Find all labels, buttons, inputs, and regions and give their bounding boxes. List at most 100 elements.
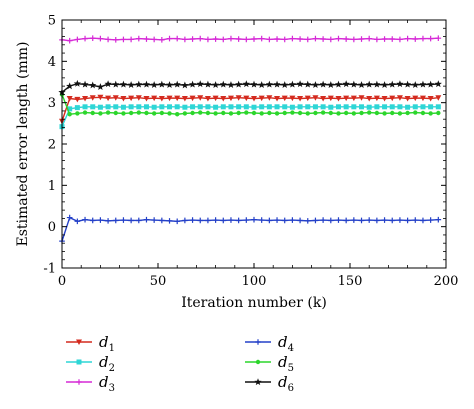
data-point-d6 <box>142 80 151 88</box>
data-point-d3 <box>105 36 111 43</box>
data-point-d1 <box>74 96 81 103</box>
data-point-d1 <box>235 95 242 101</box>
data-point-d5 <box>228 111 234 116</box>
data-point-d4 <box>143 216 150 223</box>
data-point-d3 <box>174 35 180 42</box>
data-point-d1 <box>435 95 442 101</box>
data-point-d2 <box>259 104 265 110</box>
data-point-d5 <box>198 110 203 115</box>
data-point-d2 <box>174 104 180 110</box>
data-point-d1 <box>227 95 234 102</box>
data-point-d3 <box>312 35 319 42</box>
data-point-d4 <box>166 218 173 224</box>
data-point-d1 <box>389 95 396 102</box>
data-point-d4 <box>420 217 426 224</box>
data-point-d2 <box>405 104 411 110</box>
data-point-d2 <box>236 104 242 110</box>
data-point-d1 <box>289 95 296 102</box>
legend-subscript-d5: 5 <box>288 363 294 374</box>
data-point-d5 <box>343 110 349 116</box>
series-line-d2 <box>61 106 439 127</box>
y-tick-label: 0 <box>48 220 56 235</box>
legend-label-d1: d1 <box>99 333 115 354</box>
data-point-d3 <box>374 36 380 43</box>
data-point-d5 <box>213 111 218 116</box>
data-point-d1 <box>404 96 411 102</box>
data-point-d1 <box>304 95 311 102</box>
data-point-d2 <box>420 104 426 110</box>
data-point-d1 <box>158 96 165 102</box>
data-point-d5 <box>98 111 103 116</box>
data-point-d2 <box>205 104 211 110</box>
data-point-d3 <box>320 36 326 42</box>
data-point-d5 <box>305 111 310 116</box>
data-point-d1 <box>266 95 273 101</box>
data-point-d3 <box>220 36 227 43</box>
data-point-d2 <box>243 104 249 110</box>
data-point-d5 <box>167 111 172 116</box>
data-point-d3 <box>120 36 127 43</box>
data-point-d3 <box>351 36 357 43</box>
data-point-d4 <box>412 217 419 223</box>
data-point-d4 <box>97 217 104 223</box>
data-point-d1 <box>412 95 419 102</box>
data-point-d5 <box>236 110 241 116</box>
data-point-d6 <box>281 81 289 88</box>
data-point-d6 <box>304 80 312 88</box>
data-point-d4 <box>258 217 265 223</box>
data-point-d4 <box>159 217 165 224</box>
data-point-d4 <box>151 217 157 223</box>
legend-entry-d6: d6 <box>245 373 294 394</box>
data-point-d5 <box>128 110 134 116</box>
data-point-d1 <box>112 95 119 101</box>
data-point-d3 <box>389 36 396 42</box>
data-point-d3 <box>304 36 311 43</box>
data-point-d5 <box>67 112 72 117</box>
data-point-d1 <box>135 95 142 101</box>
x-axis-title: Iteration number (k) <box>181 295 327 311</box>
data-point-d6 <box>66 82 74 90</box>
data-point-d2 <box>113 104 119 110</box>
series-d5 <box>59 92 441 117</box>
data-point-d3 <box>89 35 96 41</box>
data-point-d6 <box>127 81 135 88</box>
data-point-d4 <box>74 218 81 225</box>
data-point-d1 <box>166 95 173 102</box>
data-point-d3 <box>435 35 442 41</box>
legend-marker-d4 <box>255 339 261 345</box>
data-point-d5 <box>367 110 372 115</box>
y-tick-label: 5 <box>48 14 56 29</box>
data-point-d6 <box>150 81 158 88</box>
data-point-d3 <box>166 35 173 42</box>
data-point-d4 <box>197 217 204 224</box>
data-point-d3 <box>143 36 150 42</box>
data-point-d4 <box>358 217 365 224</box>
data-point-d6 <box>211 81 220 88</box>
data-point-d3 <box>328 36 334 43</box>
data-point-d6 <box>265 80 273 88</box>
data-point-d3 <box>197 35 204 42</box>
data-point-d6 <box>427 80 435 88</box>
data-point-d5 <box>151 111 157 116</box>
data-point-d6 <box>411 81 419 88</box>
data-point-d1 <box>105 95 112 102</box>
data-point-d5 <box>397 111 403 116</box>
data-point-d6 <box>81 80 89 88</box>
y-tick-label: 1 <box>48 179 56 194</box>
legend-marker-d2 <box>76 359 82 365</box>
data-point-d2 <box>82 104 88 110</box>
data-point-d4 <box>328 217 334 224</box>
data-point-d6 <box>388 80 396 88</box>
data-point-d5 <box>105 110 111 115</box>
data-point-d3 <box>97 35 104 42</box>
data-point-d4 <box>205 217 211 224</box>
data-point-d5 <box>436 110 441 116</box>
data-point-d5 <box>267 110 272 116</box>
data-point-d6 <box>334 80 343 88</box>
data-point-d2 <box>328 104 334 110</box>
data-point-d1 <box>251 96 257 102</box>
data-point-d3 <box>205 36 211 43</box>
data-point-d2 <box>251 104 257 110</box>
data-point-d3 <box>182 36 188 43</box>
